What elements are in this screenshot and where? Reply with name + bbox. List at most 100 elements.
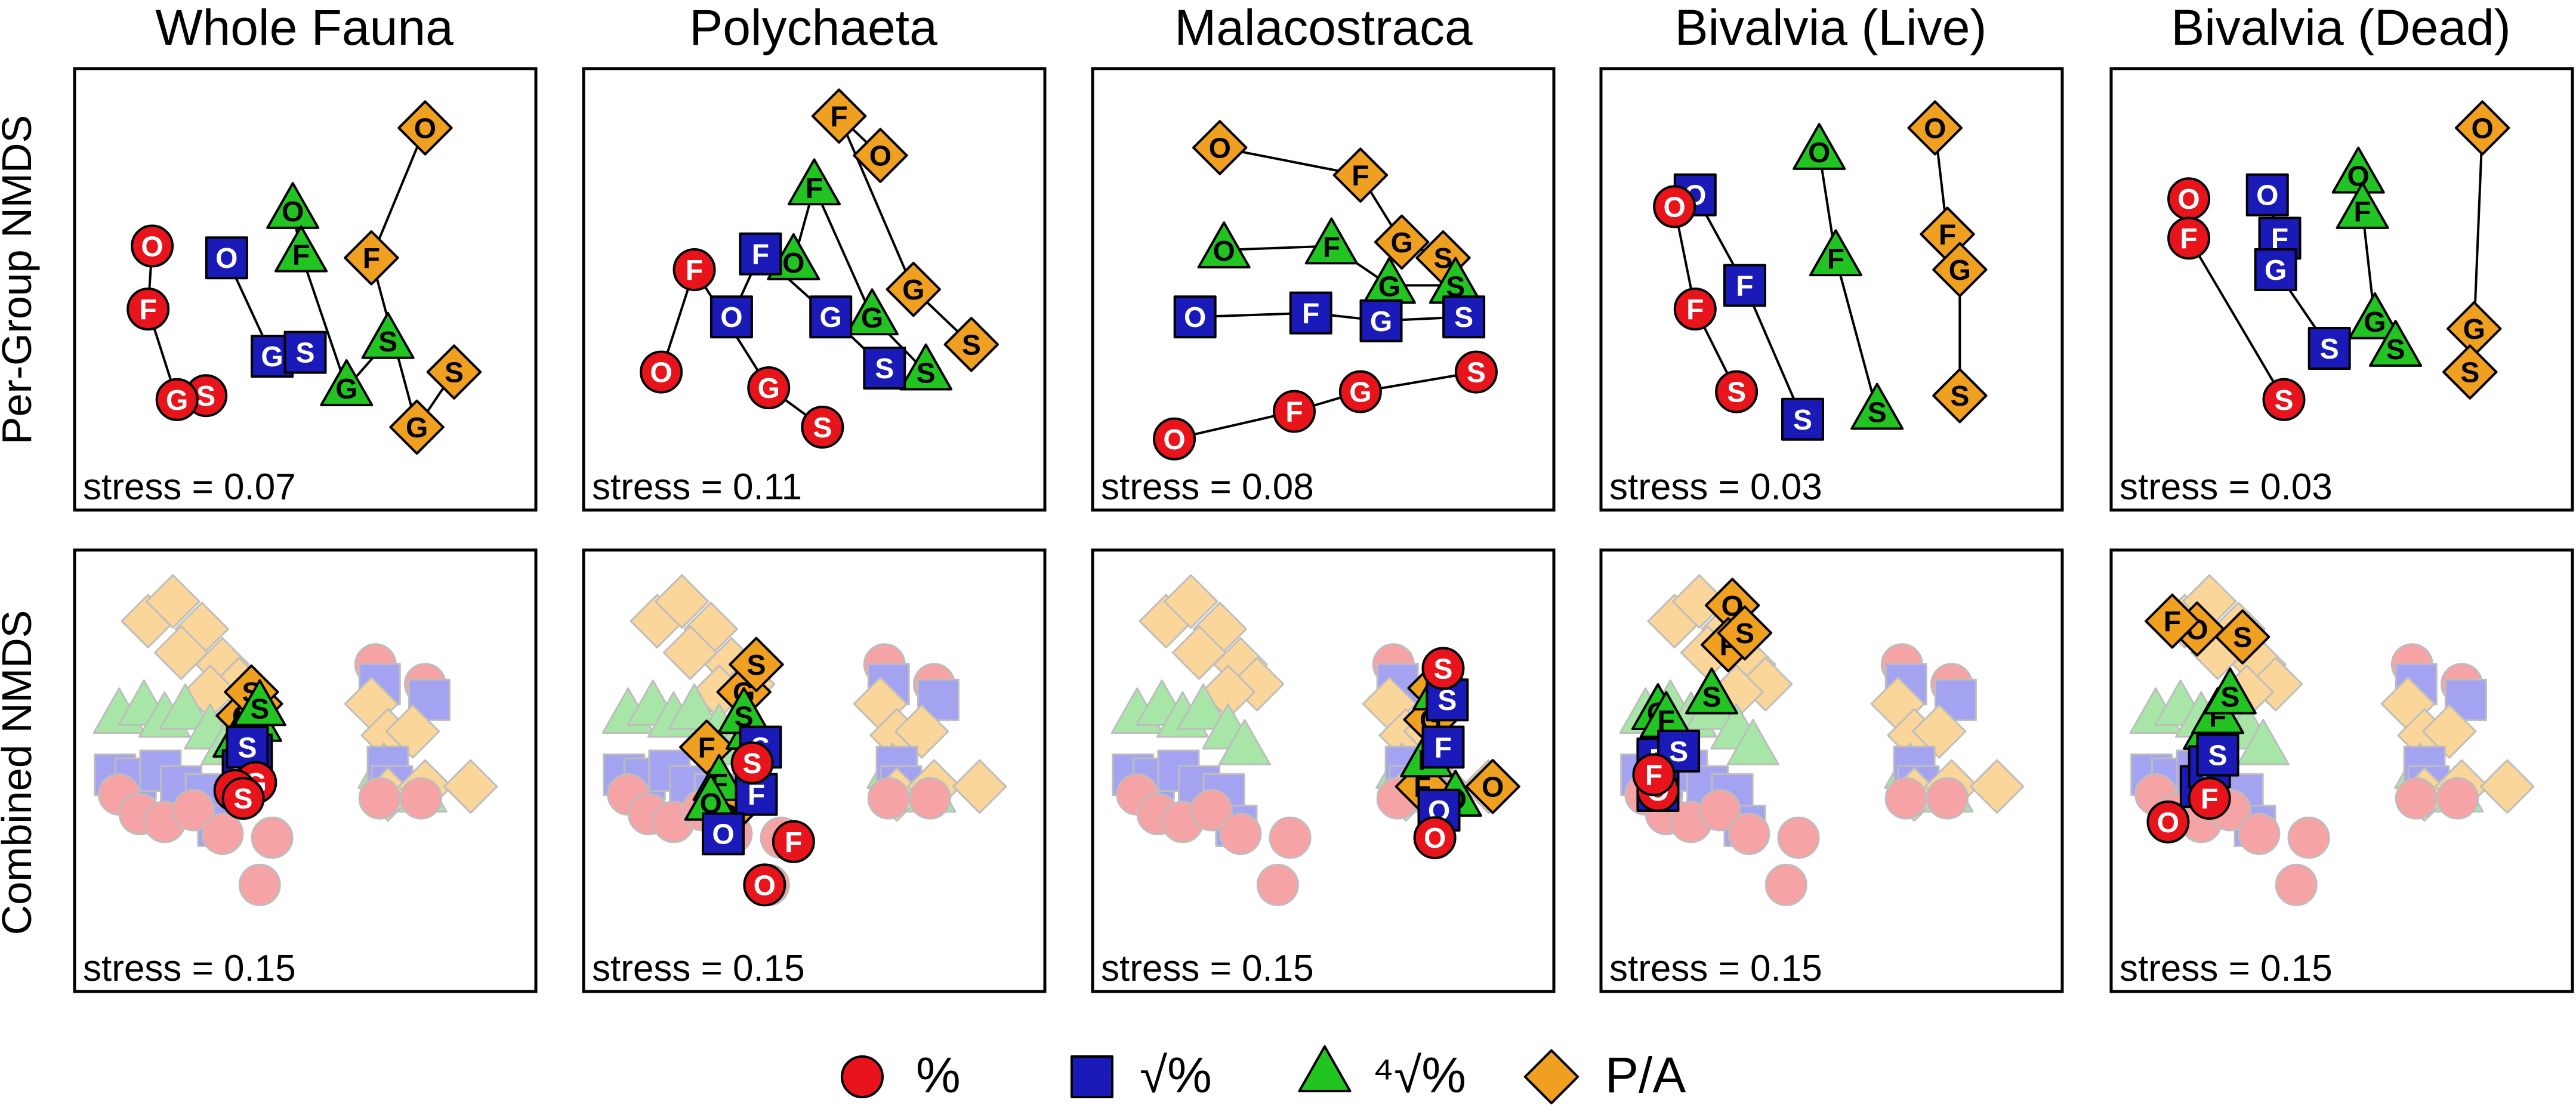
- data-point-label: G: [820, 302, 842, 333]
- panel-combined-5: OFSOFSOFSOFstress = 0.15: [2109, 548, 2574, 993]
- data-point: [1413, 816, 1457, 860]
- data-point: [1781, 397, 1824, 441]
- data-point: [1657, 730, 1701, 773]
- panel-combined-4: OFSOFSOFSOFstress = 0.15: [1599, 548, 2064, 993]
- faded-point: [2395, 777, 2438, 820]
- faded-point: [1218, 719, 1271, 765]
- column-title-polychaeta: Polychaeta: [689, 0, 937, 55]
- data-point-label: F: [292, 240, 310, 271]
- data-point-label: F: [752, 239, 769, 271]
- data-point-label: S: [2320, 333, 2339, 365]
- legend-label-percent: %: [916, 1047, 961, 1103]
- panel-frame: [1599, 67, 2064, 512]
- data-point: [1723, 264, 1766, 307]
- data-point: [233, 679, 286, 727]
- data-point: [846, 288, 899, 336]
- data-point-label: O: [1213, 236, 1235, 267]
- faded-point: [153, 625, 209, 680]
- data-point-label: S: [378, 326, 397, 358]
- stress-label: stress = 0.03: [1609, 467, 1822, 508]
- data-point: [672, 248, 716, 291]
- panel-combined-3: OFGSOFSOFSOSstress = 0.15: [1091, 548, 1556, 993]
- data-point-label: O: [754, 870, 776, 901]
- faded-point: [146, 574, 200, 629]
- data-point: [2369, 320, 2423, 367]
- data-point-label: O: [1209, 132, 1231, 164]
- faded-point: [251, 816, 294, 859]
- data-point: [788, 158, 841, 206]
- data-point-label: F: [1352, 160, 1369, 192]
- data-point: [863, 347, 906, 390]
- data-point: [853, 128, 908, 183]
- data-point-label: F: [1323, 231, 1340, 263]
- data-point-label: G: [166, 385, 188, 416]
- data-point: [886, 261, 942, 317]
- data-point: [739, 232, 782, 276]
- data-point: [1454, 350, 1498, 394]
- data-point-label: S: [962, 329, 981, 361]
- faded-point: [1177, 683, 1230, 730]
- data-point-label: O: [2177, 184, 2199, 215]
- data-point-label: F: [806, 172, 823, 204]
- faded-point: [668, 683, 721, 730]
- data-point-label: O: [1424, 823, 1446, 854]
- stress-label: stress = 0.15: [83, 948, 296, 989]
- faded-point: [2275, 863, 2318, 906]
- legend-circle-icon: [841, 1055, 884, 1098]
- faded-point: [2236, 719, 2290, 765]
- data-point-label: S: [1669, 736, 1688, 768]
- data-point: [2188, 777, 2231, 820]
- data-point-label: F: [2180, 223, 2197, 255]
- faded-point: [238, 863, 281, 906]
- faded-point: [1171, 625, 1227, 680]
- panel-combined-2: FOGSFOGSFOSFOSstress = 0.15: [582, 548, 1047, 993]
- data-point-label: O: [141, 231, 163, 262]
- data-point-label: G: [1949, 255, 1971, 286]
- data-point-label: S: [234, 783, 253, 815]
- legend-diamond-icon: [1523, 1049, 1579, 1105]
- data-point-label: O: [2157, 807, 2179, 839]
- faded-point: [400, 777, 443, 820]
- data-point-label: O: [869, 141, 891, 172]
- data-point-label: F: [830, 101, 847, 133]
- data-point-label: O: [1184, 302, 1206, 333]
- data-point: [1685, 667, 1739, 715]
- data-point-label: F: [1827, 243, 1844, 275]
- data-point-label: F: [1645, 760, 1662, 792]
- data-point-label: O: [2256, 180, 2278, 212]
- data-point: [1850, 382, 1904, 430]
- faded-point: [358, 777, 401, 820]
- faded-point: [952, 759, 1007, 814]
- connector-line: [1224, 245, 1456, 287]
- stress-label: stress = 0.08: [1101, 467, 1314, 508]
- data-point: [1338, 370, 1382, 413]
- data-point-label: S: [196, 381, 215, 412]
- data-point-label: S: [1437, 685, 1457, 716]
- data-point-label: S: [1735, 618, 1754, 650]
- data-point-label: F: [1434, 732, 1452, 764]
- data-point: [1421, 725, 1465, 769]
- data-point-label: F: [686, 255, 703, 286]
- connector-line: [1174, 370, 1477, 440]
- data-point: [2145, 594, 2200, 649]
- faded-point: [1164, 574, 1218, 629]
- legend-triangle-icon: [1298, 1045, 1352, 1092]
- data-point: [1374, 214, 1430, 270]
- faded-point: [1219, 813, 1262, 855]
- row-label-combined: Combined NMDS: [0, 610, 40, 935]
- data-point-label: O: [282, 196, 304, 228]
- data-point: [640, 350, 683, 394]
- data-point-label: F: [698, 732, 715, 764]
- faded-point: [172, 789, 215, 832]
- connector-line: [730, 252, 886, 369]
- data-point: [2196, 733, 2239, 777]
- data-point: [320, 359, 374, 406]
- data-point: [2336, 182, 2389, 229]
- column-title-bivalvia-dead: Bivalvia (Dead): [2171, 0, 2511, 55]
- faded-point: [655, 574, 709, 629]
- data-point: [127, 288, 170, 330]
- data-point-label: G: [902, 274, 924, 306]
